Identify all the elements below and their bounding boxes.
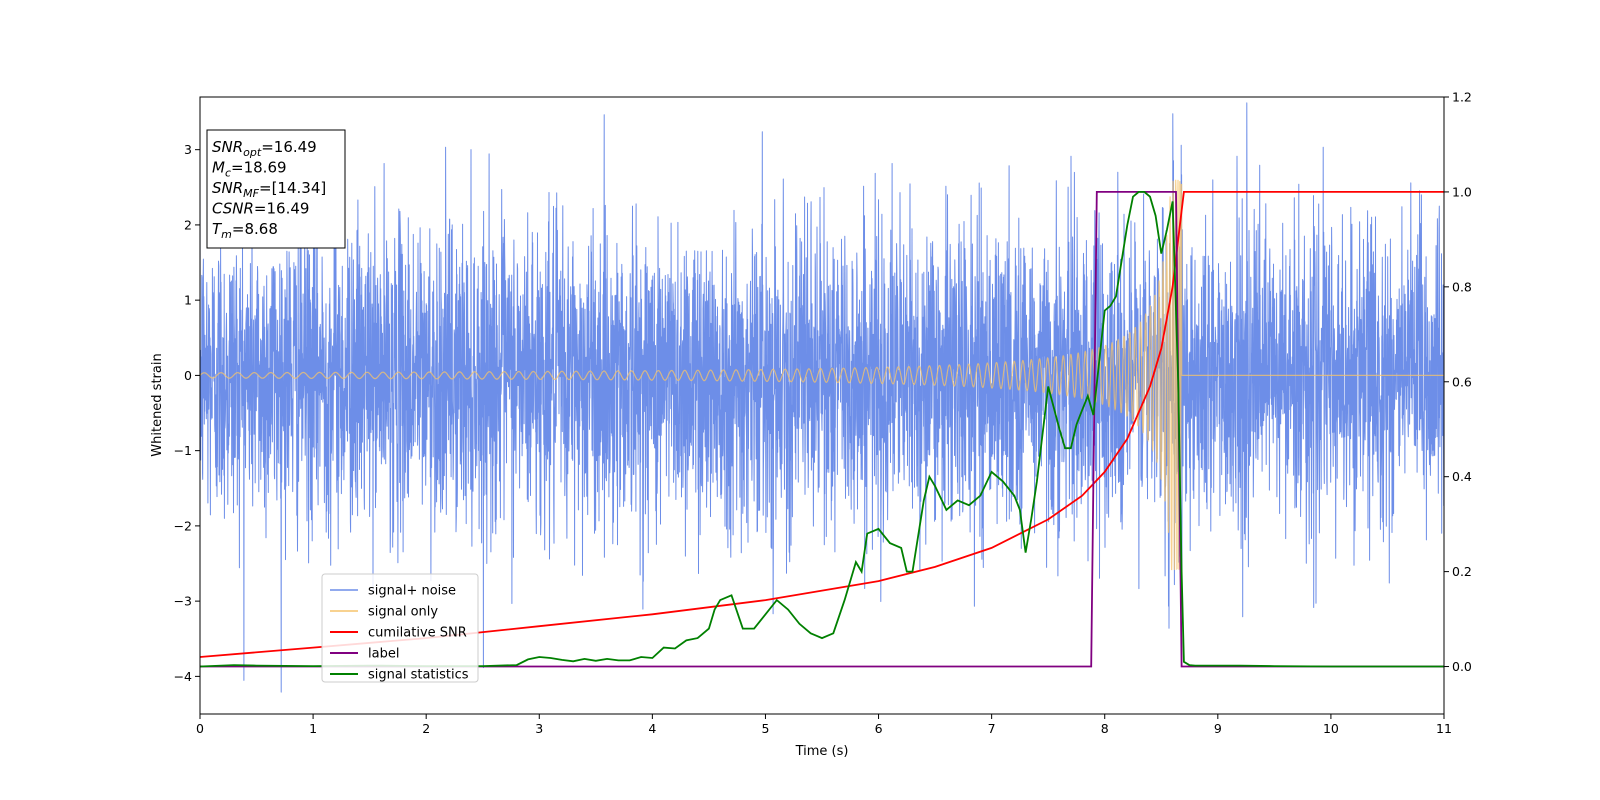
annotation-line: CSNR=16.49 xyxy=(212,200,309,218)
annotation-value: =[14.34] xyxy=(259,179,326,197)
series-line-signal-only xyxy=(200,179,1444,571)
y-left-tick-label: −1 xyxy=(174,443,192,458)
plot-area xyxy=(200,102,1444,693)
y-left-tick-label: −2 xyxy=(174,518,192,533)
annotation-box: SNRopt=16.49Mc=18.69SNRMF=[14.34]CSNR=16… xyxy=(206,129,346,249)
x-axis: 0 1 2 3 4 5 6 7 8 9 10 11 xyxy=(196,714,1452,736)
y-right-tick-label: 0.2 xyxy=(1452,564,1472,579)
annotation-subscript: opt xyxy=(243,146,262,159)
x-tick-label: 2 xyxy=(422,721,430,736)
legend-label: cumilative SNR xyxy=(368,626,467,641)
annotation-value: =8.68 xyxy=(232,220,278,238)
legend-label: signal+ noise xyxy=(368,584,456,599)
annotation-line: Tm=8.68 xyxy=(212,220,278,241)
y-axis-label: Whitened strain xyxy=(150,353,165,456)
y-left-tick-label: 1 xyxy=(184,293,192,308)
y-left-tick-label: −3 xyxy=(174,594,192,609)
x-tick-label: 8 xyxy=(1101,721,1109,736)
x-axis-label: Time (s) xyxy=(795,744,849,759)
series-line-signal-noise xyxy=(200,102,1444,693)
annotation-subscript: c xyxy=(225,167,231,180)
annotation-value: =16.49 xyxy=(261,138,317,156)
annotation-value: =18.69 xyxy=(231,159,287,177)
series-line-signal-statistics xyxy=(200,191,1444,668)
y-left-tick-label: 2 xyxy=(184,217,192,232)
annotation-line: SNRopt=16.49 xyxy=(212,138,317,159)
annotation-subscript: m xyxy=(221,228,232,241)
annotation-symbol: T xyxy=(212,220,223,238)
annotation-symbol: M xyxy=(212,159,225,177)
x-tick-label: 0 xyxy=(196,721,204,736)
x-tick-label: 5 xyxy=(761,721,769,736)
x-tick-label: 11 xyxy=(1436,721,1452,736)
legend-label: signal statistics xyxy=(368,668,469,683)
y-right-tick-label: 0.6 xyxy=(1452,374,1472,389)
x-tick-label: 3 xyxy=(535,721,543,736)
annotation-subscript: MF xyxy=(243,187,259,200)
y-axis-left: −4 −3 −2 −1 0 1 2 3 xyxy=(174,142,200,684)
legend-label: label xyxy=(368,647,399,662)
x-tick-label: 1 xyxy=(309,721,317,736)
x-tick-label: 4 xyxy=(648,721,656,736)
y-right-tick-label: 0.8 xyxy=(1452,279,1472,294)
y-left-tick-label: 0 xyxy=(184,368,192,383)
x-tick-label: 6 xyxy=(875,721,883,736)
x-tick-label: 9 xyxy=(1214,721,1222,736)
y-right-tick-label: 1.2 xyxy=(1452,90,1472,105)
x-tick-label: 7 xyxy=(988,721,996,736)
y-left-tick-label: 3 xyxy=(184,142,192,157)
plot-frame xyxy=(199,96,1445,715)
y-right-tick-label: 0.0 xyxy=(1452,659,1472,674)
annotation-symbol: CSNR xyxy=(212,200,254,218)
legend-label: signal only xyxy=(368,605,438,620)
annotation-line: Mc=18.69 xyxy=(212,159,287,180)
annotation-symbol: SNR xyxy=(212,138,243,156)
y-left-tick-label: −4 xyxy=(174,669,192,684)
legend: signal+ noise signal only cumilative SNR la… xyxy=(321,573,479,683)
y-right-tick-label: 0.4 xyxy=(1452,469,1472,484)
y-axis-right: 0.0 0.2 0.4 0.6 0.8 1.0 1.2 xyxy=(1444,90,1472,674)
x-tick-label: 10 xyxy=(1323,721,1339,736)
annotation-line: SNRMF=[14.34] xyxy=(212,179,326,200)
y-right-tick-label: 1.0 xyxy=(1452,184,1472,199)
annotation-value: =16.49 xyxy=(254,200,310,218)
annotation-symbol: SNR xyxy=(212,179,243,197)
